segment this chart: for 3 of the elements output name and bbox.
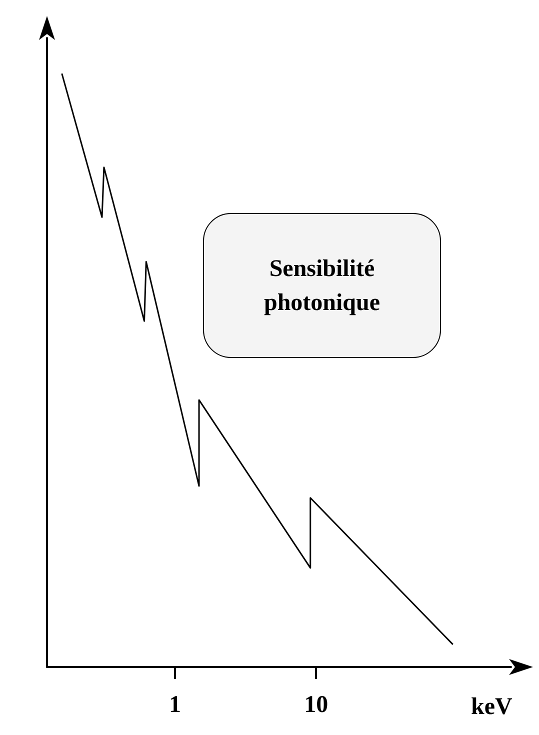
x-tick-label: 10 bbox=[304, 692, 328, 718]
x-tick-label: 1 bbox=[168, 692, 181, 718]
x-axis-title: keV bbox=[471, 694, 513, 720]
